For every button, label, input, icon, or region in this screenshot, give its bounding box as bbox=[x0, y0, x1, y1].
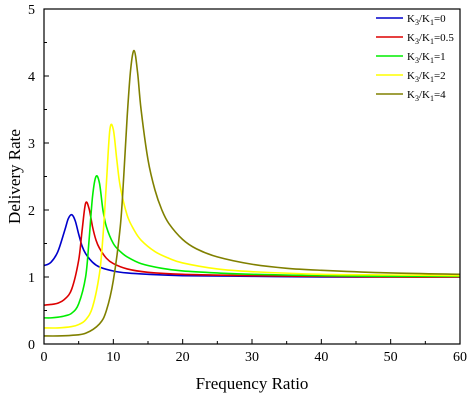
x-tick-label: 30 bbox=[245, 350, 259, 365]
x-tick-label: 0 bbox=[41, 350, 48, 365]
y-tick-label: 1 bbox=[28, 271, 35, 286]
x-tick-label: 60 bbox=[453, 350, 467, 365]
legend-label-3: K3/K1=2 bbox=[407, 70, 446, 84]
y-tick-label: 0 bbox=[28, 338, 35, 353]
axis-ticks: 0 10 20 30 40 50 60 0 1 2 3 4 5 bbox=[28, 3, 467, 365]
series-line-1 bbox=[43, 201, 461, 306]
series-line-3 bbox=[43, 123, 461, 329]
legend-label-0: K3/K1=0 bbox=[407, 13, 446, 27]
series-line-4 bbox=[43, 49, 461, 337]
x-tick-label: 50 bbox=[384, 350, 398, 365]
y-tick-label: 5 bbox=[28, 3, 35, 18]
y-axis-title: Delivery Rate bbox=[5, 129, 24, 224]
x-tick-label: 20 bbox=[176, 350, 190, 365]
legend-label-1: K3/K1=0.5 bbox=[407, 32, 454, 46]
y-tick-label: 4 bbox=[28, 70, 35, 85]
legend-label-2: K3/K1=1 bbox=[407, 51, 446, 65]
y-tick-label: 3 bbox=[28, 137, 35, 152]
x-tick-label: 40 bbox=[314, 350, 328, 365]
y-tick-label: 2 bbox=[28, 204, 35, 219]
legend: K3/K1=0 K3/K1=0.5 K3/K1=1 K3/K1=2 K3/K1=4 bbox=[376, 13, 454, 103]
series-line-2 bbox=[43, 175, 461, 319]
legend-label-4: K3/K1=4 bbox=[407, 89, 446, 103]
x-axis-title: Frequency Ratio bbox=[196, 374, 309, 393]
plot-lines bbox=[43, 49, 461, 337]
x-tick-label: 10 bbox=[106, 350, 120, 365]
